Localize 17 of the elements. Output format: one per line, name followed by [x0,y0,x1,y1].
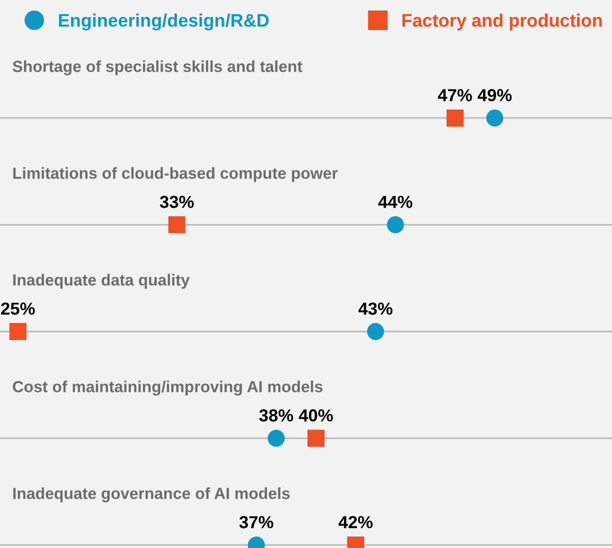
data-label: 38% [259,409,294,422]
y-tick-label: Shortage of specialist skills and talent [12,60,302,76]
legend-label: Engineering/design/R&D [58,14,269,30]
y-tick-label: Inadequate governance of AI models [13,487,290,502]
data-label: 44% [378,196,412,208]
data-label: 49% [478,89,512,102]
y-tick-label: Inadequate data quality [13,274,190,289]
data-label: 42% [338,516,373,528]
data-label: 43% [358,302,392,315]
data-label: 47% [438,89,472,102]
y-tick-label: Cost of maintaining/improving AI models [12,380,322,396]
data-label: 25% [1,302,35,315]
data-label: 33% [160,196,194,208]
legend-label: Factory and production [402,14,602,30]
data-label: 37% [239,516,274,528]
y-tick-label: Limitations of cloud-based compute power [13,167,338,182]
data-label: 40% [298,409,333,422]
